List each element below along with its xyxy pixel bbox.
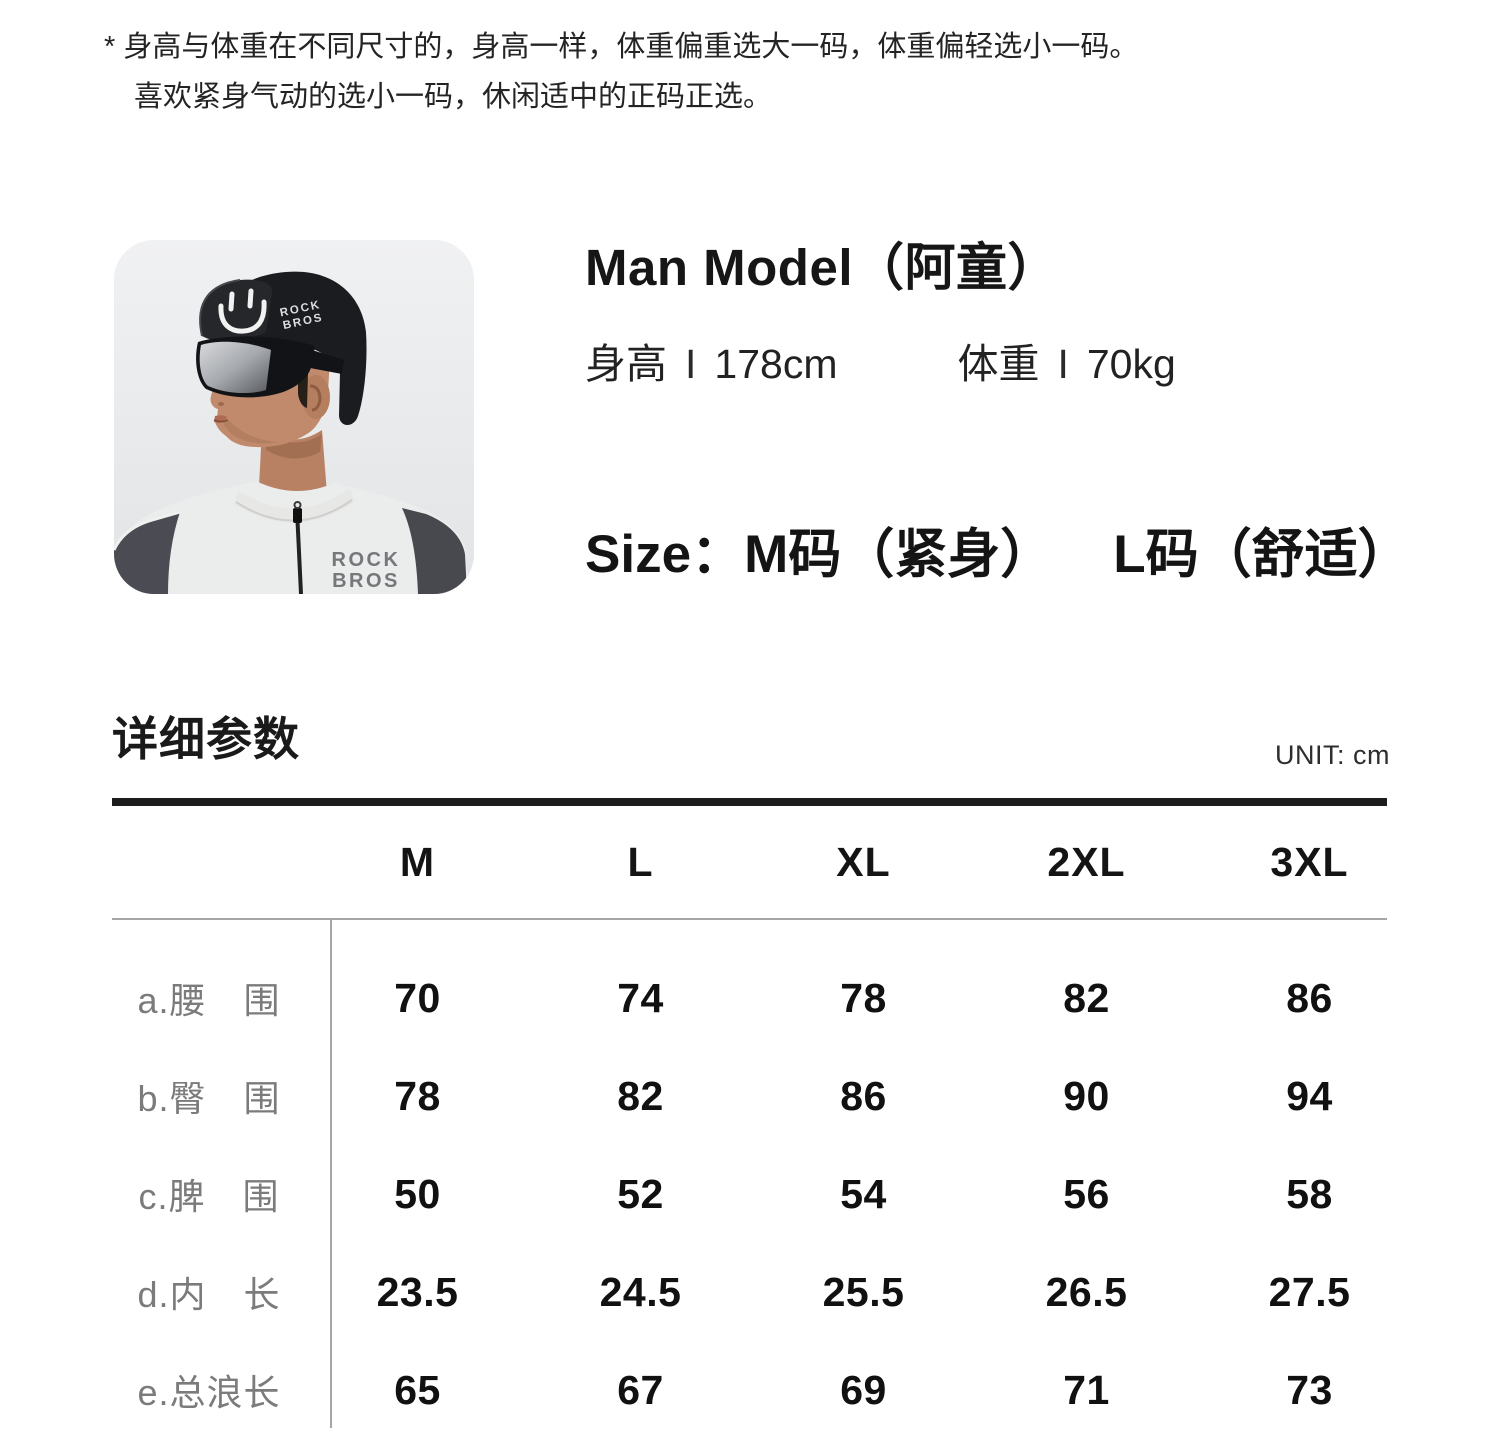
cell-value: 78 — [394, 1072, 441, 1119]
column-header: 2XL — [1047, 838, 1126, 885]
model-stats: 身高 I 178cm 体重 I 70kg — [585, 336, 1176, 392]
height-value: 178cm — [714, 341, 838, 387]
column-header: L — [627, 838, 654, 885]
model-title: Man Model（阿童） — [585, 239, 1059, 296]
column-header: M — [399, 838, 436, 885]
cell-value: 27.5 — [1268, 1268, 1351, 1315]
cell-value: 90 — [1063, 1072, 1110, 1119]
column-header: XL — [836, 838, 891, 885]
cell-value: 50 — [394, 1170, 441, 1217]
table-row: b.臀 围 78 82 86 90 94 — [112, 1047, 1421, 1145]
weight-separator: I — [1057, 341, 1069, 387]
row-label: b.臀 围 — [137, 1078, 281, 1119]
smiley-icon — [218, 288, 267, 334]
jersey-brand-line1: ROCK — [332, 549, 401, 571]
zipper — [293, 501, 303, 594]
cell-value: 70 — [394, 974, 441, 1021]
column-header: 3XL — [1270, 838, 1349, 885]
cell-value: 69 — [840, 1366, 887, 1413]
cell-value: 82 — [1063, 974, 1110, 1021]
cell-value: 65 — [394, 1366, 441, 1413]
height-separator: I — [685, 341, 697, 387]
cell-value: 71 — [1063, 1366, 1110, 1413]
shoulder-panel-right — [402, 508, 467, 594]
cell-value: 67 — [617, 1366, 664, 1413]
cell-value: 94 — [1286, 1072, 1333, 1119]
size-option-2: L码（舒适） — [1113, 525, 1411, 584]
size-recommendation: Size： M码（紧身） L码（舒适） — [585, 518, 1411, 592]
weight-stat: 体重 I 70kg — [957, 336, 1175, 392]
cell-value: 24.5 — [599, 1268, 682, 1315]
row-label: a.腰 围 — [137, 980, 281, 1021]
unit-label: UNIT: cm — [1275, 740, 1390, 770]
height-label: 身高 — [585, 341, 667, 387]
table-row: c.脾 围 50 52 54 56 58 — [112, 1145, 1421, 1243]
cell-value: 52 — [617, 1170, 664, 1217]
row-label: c.脾 围 — [138, 1176, 280, 1217]
note-bullet: * — [104, 31, 116, 63]
note-line-2: 喜欢紧身气动的选小一码，休闲适中的正码正选。 — [134, 81, 773, 113]
ear — [302, 375, 330, 419]
size-table-body: a.腰 围 70 74 78 82 86 b.臀 围 78 82 86 90 94 c.脾 围 50 52 5… — [112, 920, 1421, 1439]
height-stat: 身高 I 178cm — [585, 336, 837, 392]
weight-value: 70kg — [1086, 341, 1176, 387]
cell-value: 86 — [1286, 974, 1333, 1021]
sizing-note: * 身高与体重在不同尺寸的，身高一样，体重偏重选大一码，体重偏轻选小一码。喜欢紧… — [104, 22, 1474, 122]
cell-value: 73 — [1286, 1366, 1333, 1413]
section-title: 详细参数 — [112, 713, 300, 765]
size-table-header-row: M L XL 2XL 3XL — [112, 806, 1421, 918]
cycling-cap: ROCK BROS — [199, 271, 367, 425]
cell-value: 58 — [1286, 1170, 1333, 1217]
cycling-jersey: ROCK BROS — [114, 481, 468, 594]
shoulder-panel-left — [114, 512, 180, 594]
cell-value: 86 — [840, 1072, 887, 1119]
note-line-1: 身高与体重在不同尺寸的，身高一样，体重偏重选大一码，体重偏轻选小一码。 — [123, 31, 1139, 63]
cell-value: 23.5 — [376, 1268, 459, 1315]
cell-value: 56 — [1063, 1170, 1110, 1217]
size-option-1: M码（紧身） — [744, 525, 1054, 584]
cell-value: 78 — [840, 974, 887, 1021]
jersey-brand-line2: BROS — [332, 570, 400, 592]
cell-value: 54 — [840, 1170, 887, 1217]
row-label: d.内 长 — [137, 1274, 281, 1315]
sideburn — [298, 374, 308, 408]
model-photo: ROCK BROS ROCK — [114, 240, 474, 594]
table-vertical-divider — [330, 918, 332, 1428]
table-top-rule — [112, 798, 1387, 806]
table-row: a.腰 围 70 74 78 82 86 — [112, 949, 1421, 1047]
sunglasses — [196, 336, 344, 398]
jersey-brand-text: ROCK BROS — [332, 549, 401, 592]
cell-value: 26.5 — [1045, 1268, 1128, 1315]
table-row: d.内 长 23.5 24.5 25.5 26.5 27.5 — [112, 1243, 1421, 1341]
row-label: e.总浪长 — [137, 1372, 281, 1413]
size-label: Size： — [585, 525, 745, 584]
table-row: e.总浪长 65 67 69 71 73 — [112, 1341, 1421, 1439]
model-illustration: ROCK BROS ROCK — [114, 240, 474, 594]
cell-value: 82 — [617, 1072, 664, 1119]
table-header-rule — [112, 918, 1387, 920]
cell-value: 25.5 — [822, 1268, 905, 1315]
weight-label: 体重 — [957, 341, 1040, 387]
cell-value: 74 — [617, 974, 664, 1021]
